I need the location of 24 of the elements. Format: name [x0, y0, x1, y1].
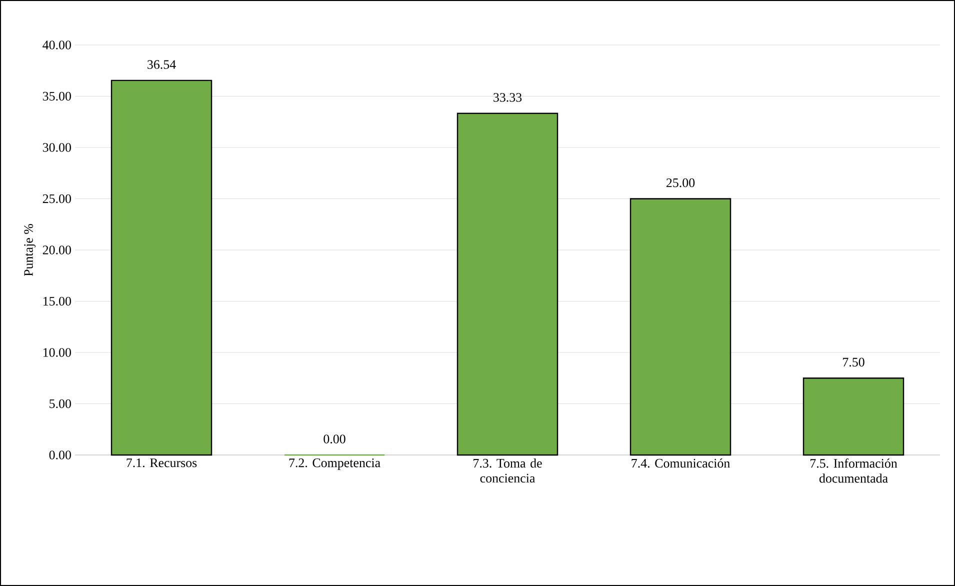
x-tick-label: 7.5. Información documentada — [810, 458, 898, 483]
bar — [802, 378, 904, 456]
x-tick-label: 7.2. Competencia — [289, 458, 380, 470]
y-tick-label: 30.00 — [42, 143, 71, 152]
x-tick-label: 7.4. Comunicación — [632, 458, 730, 468]
data-label: 36.54 — [148, 60, 176, 69]
data-label: 33.33 — [494, 93, 522, 102]
y-axis-title: Puntaje % — [24, 224, 36, 276]
x-tick-label: 7.1. Recursos — [126, 458, 197, 468]
bar — [630, 198, 732, 456]
y-tick-label: 40.00 — [42, 40, 71, 50]
y-tick-label: 15.00 — [43, 296, 71, 306]
y-tick-label: 10.00 — [43, 348, 71, 357]
data-label: 7.50 — [843, 358, 864, 367]
data-label: 25.00 — [666, 178, 695, 188]
data-label: 0.00 — [324, 434, 346, 444]
y-tick-label: 0.00 — [49, 450, 71, 460]
x-tick-label: 7.3. Toma de conciencia — [474, 458, 542, 483]
bar — [110, 80, 212, 456]
y-tick-label: 20.00 — [42, 246, 71, 254]
y-tick-label: 5.00 — [50, 399, 71, 408]
bar — [456, 112, 558, 456]
y-tick-label: 35.00 — [42, 92, 71, 101]
y-tick-label: 25.00 — [42, 194, 71, 204]
